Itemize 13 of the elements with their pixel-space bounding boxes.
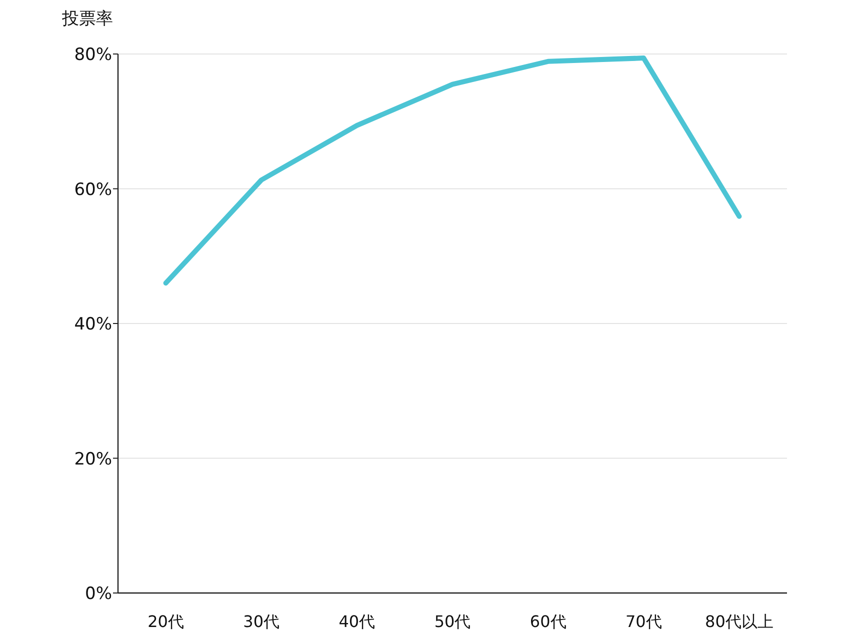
y-tick-label: 40% — [74, 314, 112, 334]
x-tick-label: 50代 — [434, 612, 471, 631]
x-tick-label: 70代 — [625, 612, 662, 631]
y-tick-label: 0% — [85, 584, 112, 604]
x-tick-label: 40代 — [338, 612, 376, 631]
x-tick-label: 60代 — [530, 612, 566, 631]
y-tick-label: 20% — [74, 449, 112, 470]
y-tick-label: 60% — [74, 180, 112, 200]
x-tick-label: 80代以上 — [705, 612, 774, 631]
y-tick-label: 80% — [74, 45, 112, 65]
x-tick-label: 30代 — [243, 612, 280, 631]
y-axis-title: 投票率 — [61, 9, 113, 29]
x-tick-label: 20代 — [148, 612, 184, 631]
